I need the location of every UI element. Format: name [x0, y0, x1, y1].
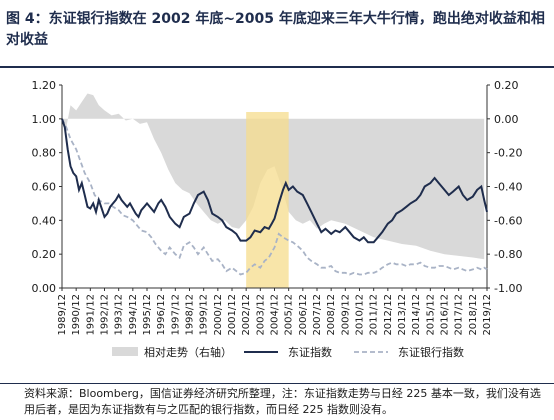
x-tick-label: 2012/12 — [383, 294, 394, 336]
x-tick-label: 1990/12 — [71, 294, 82, 336]
legend-swatch-relative — [112, 347, 138, 356]
x-tick-label: 1997/12 — [170, 294, 181, 336]
x-tick-label: 2011/12 — [369, 294, 380, 336]
bull-market-highlight — [246, 112, 289, 288]
right-tick-label: -0.40 — [494, 181, 522, 194]
x-tick-label: 2010/12 — [355, 294, 366, 336]
x-tick-label: 2006/12 — [298, 294, 309, 336]
x-tick-label: 2008/12 — [326, 294, 337, 336]
ticks-layer: 0.00 0.20 0.40 0.60 0.80 1.00 1.20 -1.00 -0.80 -0… — [32, 79, 523, 336]
source-divider — [0, 383, 554, 384]
x-tick-label: 2007/12 — [312, 294, 323, 336]
left-tick-label: 0.80 — [32, 147, 57, 160]
x-tick-label: 2000/12 — [213, 294, 224, 336]
right-tick-label: -0.80 — [494, 248, 522, 261]
x-tick-label: 2018/12 — [468, 294, 479, 336]
x-tick-label: 1991/12 — [85, 294, 96, 336]
title-divider — [0, 66, 554, 68]
x-tick-label: 2019/12 — [482, 294, 493, 336]
x-tick-label: 2016/12 — [440, 294, 451, 336]
right-tick-label: -0.20 — [494, 147, 522, 160]
x-tick-label: 2001/12 — [227, 294, 238, 336]
relative-trend-area — [62, 93, 485, 260]
x-tick-label: 2017/12 — [454, 294, 465, 336]
legend-label-bank: 东证银行指数 — [398, 345, 464, 359]
left-tick-label: 0.00 — [32, 282, 57, 295]
left-tick-label: 0.20 — [32, 248, 57, 261]
left-tick-label: 0.40 — [32, 214, 57, 227]
right-tick-label: 0.20 — [494, 79, 519, 92]
x-tick-label: 1989/12 — [57, 294, 68, 336]
line-chart: 0.00 0.20 0.40 0.60 0.80 1.00 1.20 -1.00 -0.80 -0… — [32, 79, 523, 359]
x-tick-label: 1992/12 — [100, 294, 111, 336]
relative-area-layer — [62, 93, 485, 260]
right-tick-label: 0.00 — [494, 113, 519, 126]
chart-title: 图 4：东证银行指数在 2002 年底~2005 年底迎来三年大牛行情，跑出绝对… — [6, 11, 545, 48]
x-tick-label: 1996/12 — [156, 294, 167, 336]
legend-label-topix: 东证指数 — [288, 345, 332, 359]
source-note: 资料来源：Bloomberg，国信证券经济研究所整理，注：东证指数走势与日经 2… — [24, 387, 541, 416]
bank-index-line — [61, 118, 488, 276]
left-tick-label: 1.20 — [32, 79, 57, 92]
x-tick-label: 2013/12 — [397, 294, 408, 336]
x-tick-label: 2015/12 — [425, 294, 436, 336]
x-tick-label: 2014/12 — [411, 294, 422, 336]
lines-layer — [61, 118, 488, 276]
left-tick-label: 0.60 — [32, 181, 57, 194]
x-tick-label: 1995/12 — [142, 294, 153, 336]
x-tick-label: 1993/12 — [114, 294, 125, 336]
x-tick-label: 1994/12 — [128, 294, 139, 336]
x-tick-label: 1998/12 — [185, 294, 196, 336]
highlight-layer — [246, 112, 289, 288]
x-tick-label: 2002/12 — [241, 294, 252, 336]
topix-index-line — [61, 118, 488, 244]
left-tick-label: 1.00 — [32, 113, 57, 126]
x-tick-label: 2009/12 — [340, 294, 351, 336]
x-tick-label: 1999/12 — [199, 294, 210, 336]
legend-label-relative: 相对走势（右轴） — [144, 345, 232, 359]
right-tick-label: -0.60 — [494, 214, 522, 227]
x-tick-label: 2003/12 — [255, 294, 266, 336]
right-tick-label: -1.00 — [494, 282, 522, 295]
x-tick-label: 2004/12 — [270, 294, 281, 336]
x-tick-label: 2005/12 — [284, 294, 295, 336]
legend: 相对走势（右轴） 东证指数 东证银行指数 — [112, 345, 464, 359]
